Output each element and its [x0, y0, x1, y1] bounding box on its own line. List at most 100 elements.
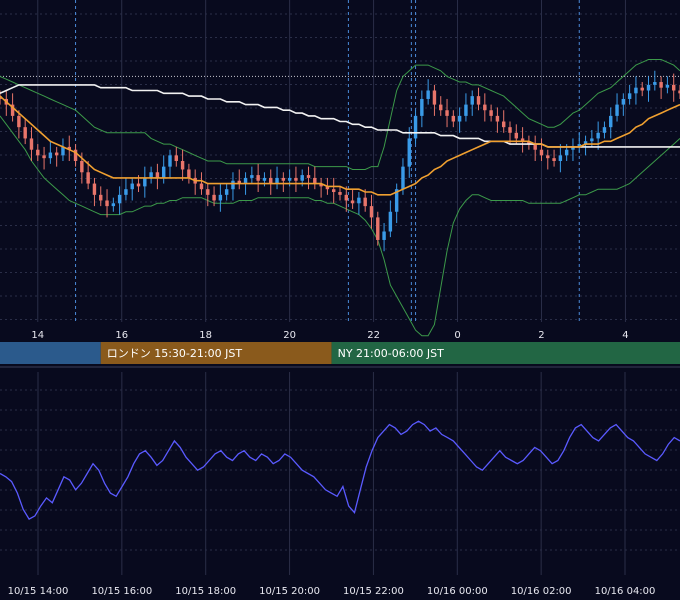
candle-body [583, 141, 588, 145]
moving-average-short-line [0, 95, 680, 196]
candle-body [546, 155, 550, 159]
candle-body [10, 104, 15, 116]
candle-body [590, 138, 594, 142]
candle-body [187, 169, 191, 178]
price-x-tick-label: 0 [454, 330, 460, 341]
candle-body [130, 183, 134, 190]
candle-body [439, 104, 443, 111]
candle-body [155, 172, 160, 178]
moving-average-long-line [0, 84, 680, 148]
candle-body [671, 84, 676, 91]
candle-body [73, 149, 78, 161]
candle-body [520, 138, 525, 142]
candle-body [61, 146, 65, 156]
candle-body [338, 192, 342, 195]
price-x-tick-label: 16 [115, 330, 128, 341]
candle-body [457, 115, 462, 122]
candle-body [552, 158, 556, 161]
candle-body [357, 197, 361, 204]
candle-body [300, 175, 304, 181]
session-band-0 [0, 342, 101, 364]
osc-x-tick-label: 10/15 14:00 [8, 586, 69, 597]
candle-body [281, 177, 286, 181]
osc-x-tick-label: 10/16 04:00 [595, 586, 656, 597]
candle-body [634, 87, 638, 94]
candle-body [508, 127, 512, 133]
candle-body [218, 194, 223, 201]
candle-body [206, 189, 210, 195]
candle-body [287, 177, 292, 181]
candle-body [212, 194, 216, 201]
price-x-tick-label: 2 [538, 330, 544, 341]
candle-body [426, 90, 430, 99]
osc-x-tick-label: 10/15 16:00 [91, 586, 152, 597]
session-label-1: ロンドン 15:30-21:00 JST [107, 347, 243, 360]
candle-body [168, 155, 172, 167]
candle-body [29, 138, 34, 150]
candle-body [659, 82, 663, 88]
candle-body [363, 197, 367, 207]
osc-x-tick-label: 10/15 18:00 [175, 586, 236, 597]
candle-body [495, 115, 500, 122]
candle-body [609, 115, 613, 128]
candle-body [539, 149, 544, 156]
candle-body [420, 98, 424, 116]
oscillator-line [0, 420, 680, 520]
candle-body [413, 115, 418, 139]
candle-body [369, 206, 374, 218]
candle-body [161, 166, 166, 178]
candle-body [136, 183, 141, 187]
candle-body [533, 144, 537, 150]
candle-body [621, 98, 626, 105]
bollinger-lower-line [0, 115, 680, 337]
candle-body [451, 115, 456, 122]
candle-body [394, 189, 399, 212]
candle-body [256, 175, 260, 181]
candle-body [231, 180, 235, 190]
candle-body [388, 211, 393, 232]
candle-body [571, 146, 575, 150]
candle-body [407, 138, 411, 167]
candle-body [86, 172, 90, 184]
candle-body [243, 177, 248, 184]
candle-body [615, 104, 619, 116]
bollinger-upper-line [0, 59, 680, 170]
candle-body [476, 96, 481, 105]
session-band-1 [100, 342, 332, 364]
candle-body [325, 186, 330, 190]
candle-body [48, 152, 53, 159]
candle-body [483, 104, 487, 111]
candle-body [36, 149, 40, 156]
candle-body [294, 177, 298, 181]
candle-body [382, 231, 386, 240]
candle-body [678, 90, 680, 94]
candle-body [432, 90, 437, 105]
candle-body [250, 175, 254, 178]
candle-body [269, 177, 273, 184]
osc-x-tick-label: 10/15 22:00 [343, 586, 404, 597]
candle-body [17, 115, 21, 128]
candle-body [527, 141, 531, 145]
price-x-tick-label: 14 [31, 330, 44, 341]
candle-body [275, 177, 279, 184]
price-x-tick-label: 20 [283, 330, 296, 341]
candle-body [92, 183, 97, 195]
candle-body [99, 194, 103, 201]
candle-body [501, 121, 506, 128]
candle-body [67, 146, 71, 150]
candle-body [306, 175, 311, 178]
candle-body [470, 96, 474, 105]
candle-body [124, 189, 128, 195]
osc-x-tick-label: 10/16 00:00 [427, 586, 488, 597]
candle-body [23, 127, 27, 139]
candle-body [319, 183, 323, 187]
session-label-2: NY 21:00-06:00 JST [338, 347, 445, 360]
osc-x-tick-label: 10/16 02:00 [511, 586, 572, 597]
candle-body [180, 161, 185, 170]
candle-body [602, 127, 607, 133]
candle-body [401, 166, 405, 190]
candle-body [558, 155, 563, 161]
candle-body [331, 189, 336, 193]
